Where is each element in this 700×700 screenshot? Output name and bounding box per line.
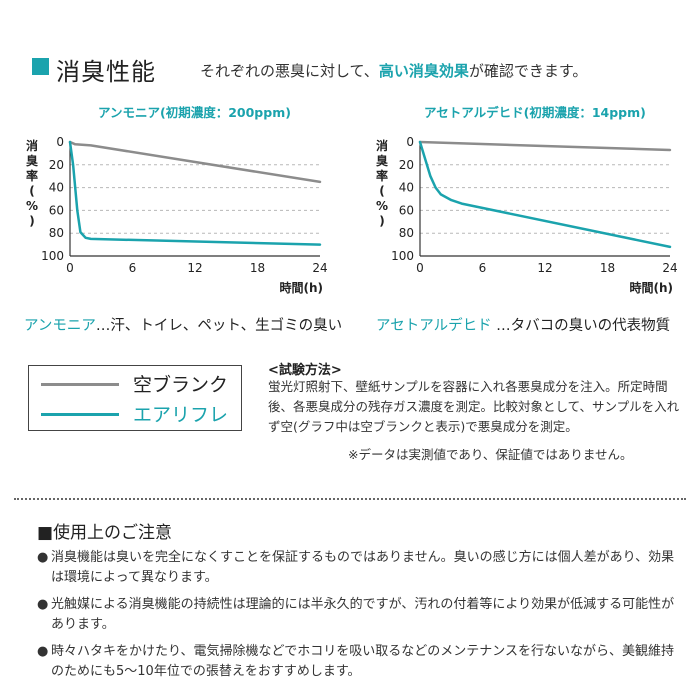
- legend-item-airfre: エアリフレ: [29, 402, 241, 426]
- caution-item-text: 時々ハタキをかけたり、電気掃除機などでホコリを吸い取るなどのメンテナンスを行ない…: [51, 644, 674, 679]
- x-tick-label: 6: [129, 261, 137, 275]
- caution-list: ● 消臭機能は臭いを完全になくすことを保証するものではありません。臭いの感じ方には…: [37, 548, 677, 689]
- description-acetaldehyde: アセトアルデヒド …タバコの臭いの代表物質: [376, 314, 670, 335]
- caution-item-text: 消臭機能は臭いを完全になくすことを保証するものではありません。臭いの感じ方には個…: [51, 550, 675, 585]
- bullet-icon: ●: [37, 644, 49, 659]
- x-tick-label: 6: [479, 261, 487, 275]
- series-line-blank: [418, 140, 672, 152]
- y-tick-label: 100: [41, 249, 64, 263]
- description-acetaldehyde-name: アセトアルデヒド: [376, 318, 492, 334]
- subtitle-post: が確認できます。: [468, 62, 588, 80]
- legend: 空ブランク エアリフレ: [28, 365, 242, 431]
- y-tick-label: 60: [49, 203, 64, 217]
- x-tick-label: 24: [662, 261, 677, 275]
- legend-swatch-airfre: [41, 413, 119, 416]
- legend-item-blank: 空ブランク: [29, 372, 241, 396]
- legend-swatch-blank: [41, 383, 119, 386]
- subtitle-highlight: 高い消臭効果: [378, 62, 469, 80]
- caution-item: ● 消臭機能は臭いを完全になくすことを保証するものではありません。臭いの感じ方には…: [37, 548, 677, 588]
- page-title: 消臭性能: [56, 58, 156, 86]
- caution-item: ● 時々ハタキをかけたり、電気掃除機などでホコリを吸い取るなどのメンテナンスを行な…: [37, 642, 677, 682]
- method-title: <試験方法>: [268, 363, 342, 378]
- bullet-icon: ●: [37, 550, 49, 565]
- series-line-airfre: [418, 140, 672, 249]
- caution-item: ● 光触媒による消臭機能の持続性は理論的には半永久的ですが、汚れの付着等により効果…: [37, 595, 677, 635]
- x-tick-label: 24: [312, 261, 327, 275]
- chart-title-ammonia: アンモニア(初期濃度：200ppm): [98, 105, 291, 120]
- data-disclaimer-note: ※データは実測値であり、保証値ではありません。: [348, 447, 633, 462]
- page-subtitle: それぞれの悪臭に対して、高い消臭効果が確認できます。: [200, 60, 587, 81]
- x-tick-label: 18: [250, 261, 265, 275]
- subtitle-pre: それぞれの悪臭に対して、: [200, 62, 379, 80]
- y-axis-label: 消臭率(%): [376, 138, 388, 228]
- caution-title: ■使用上のご注意: [37, 523, 173, 543]
- y-tick-label: 20: [399, 158, 414, 172]
- caution-item-text: 光触媒による消臭機能の持続性は理論的には半永久的ですが、汚れの付着等により効果が…: [51, 597, 675, 632]
- section-marker-icon: [32, 58, 49, 75]
- y-axis-label: 消臭率(%): [26, 138, 38, 228]
- series-line-blank: [68, 140, 322, 184]
- x-tick-label: 0: [66, 261, 74, 275]
- y-tick-label: 80: [399, 226, 414, 240]
- legend-label-airfre: エアリフレ: [133, 404, 229, 426]
- y-tick-label: 0: [406, 135, 414, 149]
- x-tick-label: 12: [187, 261, 202, 275]
- description-ammonia-text: …汗、トイレ、ペット、生ゴミの臭い: [95, 318, 343, 334]
- chart-title-acetaldehyde: アセトアルデヒド(初期濃度：14ppm): [424, 105, 646, 120]
- y-tick-label: 80: [49, 226, 64, 240]
- x-tick-label: 18: [600, 261, 615, 275]
- dotted-divider: [14, 498, 686, 500]
- x-axis-label: 時間(h): [629, 280, 673, 295]
- description-ammonia: アンモニア…汗、トイレ、ペット、生ゴミの臭い: [24, 314, 342, 335]
- x-axis-label: 時間(h): [279, 280, 323, 295]
- x-tick-label: 12: [537, 261, 552, 275]
- legend-label-blank: 空ブランク: [133, 374, 229, 396]
- y-tick-label: 0: [56, 135, 64, 149]
- bullet-icon: ●: [37, 597, 49, 612]
- y-tick-label: 100: [391, 249, 414, 263]
- y-tick-label: 20: [49, 158, 64, 172]
- y-tick-label: 60: [399, 203, 414, 217]
- description-ammonia-name: アンモニア: [24, 318, 96, 334]
- method-body: 蛍光灯照射下、壁紙サンプルを容器に入れ各悪臭成分を注入。所定時間後、各悪臭成分の…: [268, 379, 680, 434]
- y-tick-label: 40: [399, 181, 414, 195]
- x-tick-label: 0: [416, 261, 424, 275]
- description-acetaldehyde-text: …タバコの臭いの代表物質: [491, 318, 671, 334]
- series-line-airfre: [68, 140, 322, 246]
- y-tick-label: 40: [49, 181, 64, 195]
